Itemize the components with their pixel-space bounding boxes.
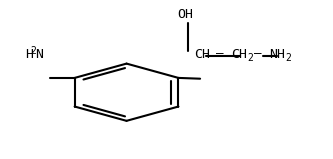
- Text: H: H: [25, 48, 33, 61]
- Text: CH: CH: [231, 48, 247, 61]
- Text: NH: NH: [269, 48, 285, 61]
- Text: —: —: [254, 47, 261, 60]
- Text: 2: 2: [285, 53, 291, 63]
- Text: CH: CH: [194, 48, 210, 61]
- Text: —: —: [216, 47, 223, 60]
- Text: 2: 2: [248, 53, 254, 63]
- Text: N: N: [35, 48, 43, 61]
- Text: 2: 2: [31, 46, 37, 56]
- Text: OH: OH: [177, 8, 193, 21]
